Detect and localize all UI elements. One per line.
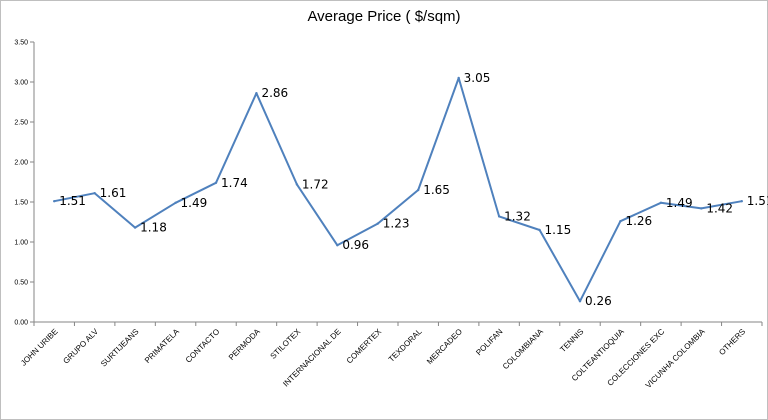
data-label: 0.26	[585, 294, 612, 308]
chart-title: Average Price ( $/sqm)	[307, 8, 461, 25]
data-label: 1.18	[140, 221, 167, 235]
data-label: 1.32	[504, 209, 531, 223]
data-label: 1.15	[545, 223, 572, 237]
x-tick-label: TEXDORAL	[387, 327, 424, 364]
data-label: 1.74	[221, 176, 248, 190]
x-tick-label: TENNIS	[558, 327, 585, 354]
x-tick-label: COLOMBIANA	[501, 327, 546, 372]
data-point	[295, 183, 299, 186]
data-point	[619, 220, 622, 223]
x-tick-label: GRUPO ALV	[61, 327, 100, 366]
x-tick-label: COMERTEX	[345, 327, 384, 366]
data-point	[417, 188, 420, 192]
data-label: 3.05	[464, 71, 491, 85]
x-tick-label: PRIMATELA	[143, 327, 181, 365]
x-tick-label: JOHN URIBE	[19, 327, 60, 368]
data-label: 1.72	[302, 177, 329, 191]
data-point	[133, 226, 137, 229]
data-point	[174, 201, 177, 204]
x-tick-label: SURTIJEANS	[99, 327, 140, 368]
data-label: 2.86	[261, 86, 288, 100]
data-point	[255, 92, 258, 95]
data-point	[497, 215, 501, 218]
x-tick-label: STILOTEX	[269, 327, 303, 361]
data-label: 1.65	[423, 183, 450, 197]
x-tick-label: PERMODA	[227, 327, 262, 362]
y-tick-label: 1.00	[14, 240, 28, 247]
y-tick-label: 0.50	[14, 280, 28, 287]
y-tick-label: 3.50	[14, 40, 28, 47]
x-tick-label: POLIFAN	[474, 327, 504, 357]
data-point	[53, 200, 56, 203]
data-point	[214, 181, 218, 184]
series-line	[54, 77, 742, 303]
x-tick-label: MERCADEO	[425, 327, 464, 366]
data-point	[336, 244, 339, 247]
data-label: 1.23	[383, 217, 410, 231]
data-label: 0.96	[342, 238, 369, 252]
y-tick-label: 3.00	[14, 80, 28, 87]
data-label: 1.49	[181, 196, 208, 210]
data-point	[457, 76, 460, 80]
data-point	[376, 222, 379, 225]
y-tick-label: 0.00	[14, 320, 28, 327]
data-point	[538, 228, 541, 232]
x-tick-label: CONTACTO	[184, 327, 222, 365]
data-point	[659, 201, 663, 204]
data-label: 1.61	[100, 186, 127, 200]
data-point	[578, 300, 582, 303]
data-label: 1.26	[625, 214, 652, 228]
data-point	[740, 200, 743, 203]
data-point	[93, 192, 96, 195]
data-point	[700, 207, 703, 210]
data-label: 1.51	[59, 194, 86, 208]
x-tick-label: OTHERS	[717, 327, 747, 357]
y-tick-label: 2.00	[14, 160, 28, 167]
data-label: 1.42	[706, 201, 733, 215]
y-tick-label: 2.50	[14, 120, 28, 127]
data-label: 1.49	[666, 196, 693, 210]
y-tick-label: 1.50	[14, 200, 28, 207]
data-label: 1.51	[747, 194, 768, 208]
